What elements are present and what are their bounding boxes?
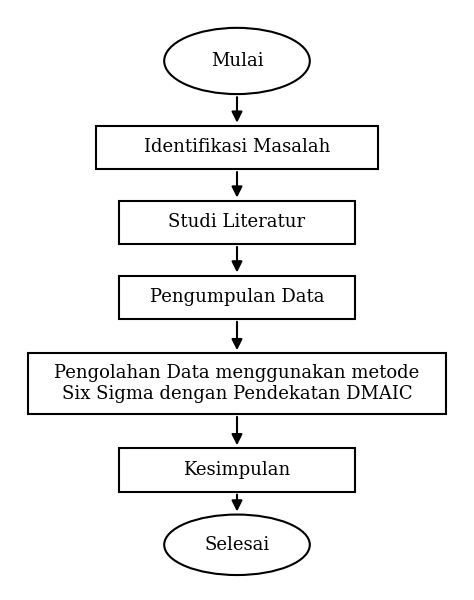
Text: Mulai: Mulai: [210, 52, 264, 70]
Text: Identifikasi Masalah: Identifikasi Masalah: [144, 139, 330, 157]
Text: Selesai: Selesai: [204, 536, 270, 554]
Ellipse shape: [164, 28, 310, 94]
FancyBboxPatch shape: [118, 200, 356, 244]
Text: Pengumpulan Data: Pengumpulan Data: [150, 288, 324, 306]
Text: Kesimpulan: Kesimpulan: [183, 461, 291, 479]
FancyBboxPatch shape: [118, 448, 356, 491]
Text: Studi Literatur: Studi Literatur: [168, 213, 306, 231]
Text: Pengolahan Data menggunakan metode
Six Sigma dengan Pendekatan DMAIC: Pengolahan Data menggunakan metode Six S…: [55, 364, 419, 403]
Ellipse shape: [164, 515, 310, 575]
FancyBboxPatch shape: [27, 353, 447, 414]
FancyBboxPatch shape: [118, 275, 356, 319]
FancyBboxPatch shape: [96, 126, 378, 169]
